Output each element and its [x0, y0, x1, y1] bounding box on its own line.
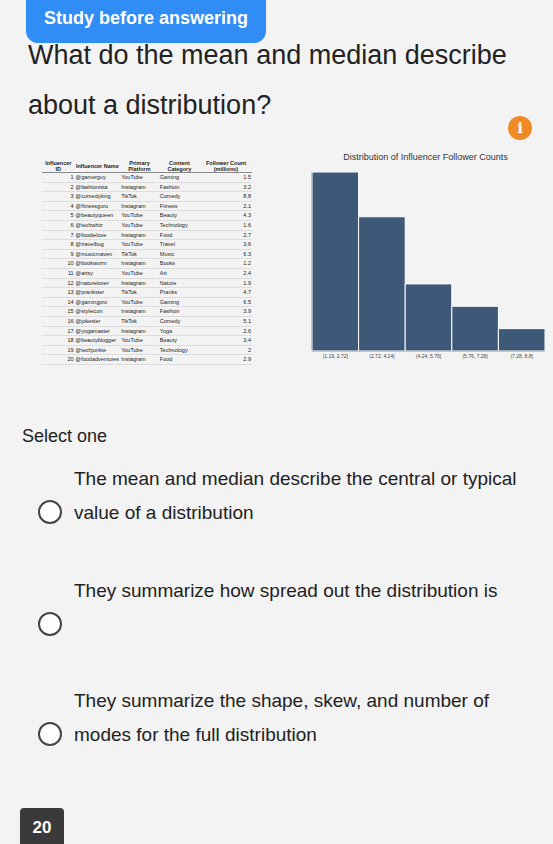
- html-text:Food: Food: [159, 356, 173, 363]
- svg-text:(4.24, 5.76]: (4.24, 5.76]: [416, 353, 442, 359]
- svg-text:(1.19, 2.72]: (1.19, 2.72]: [323, 353, 349, 359]
- html-text:Travel: Travel: [159, 241, 175, 248]
- html-text:Beauty: Beauty: [159, 337, 177, 344]
- html-text:Technology: Technology: [159, 222, 188, 228]
- html-text:6.3: 6.3: [243, 250, 251, 257]
- html-text:Study before answering: Study before answering: [44, 8, 248, 28]
- html-text:4.7: 4.7: [243, 289, 251, 296]
- html-text:Gaming: Gaming: [159, 174, 180, 180]
- html-text:8 @travelbug: 8 @travelbug: [70, 241, 104, 248]
- html-text:2.1: 2.1: [243, 202, 251, 209]
- html-text:12 @naturelover: 12 @naturelover: [67, 279, 109, 286]
- html-text:Food: Food: [159, 231, 173, 238]
- html-text:10 @bookworm: 10 @bookworm: [67, 260, 107, 267]
- html-text:YouTube: YouTube: [121, 174, 143, 180]
- html-text:2: 2: [247, 346, 251, 353]
- html-text:20 @foodadventures Instagram: 20 @foodadventures Instagram: [67, 356, 146, 363]
- html-text:16 @jokester: 16 @jokester: [67, 317, 101, 324]
- html-text:YouTube: YouTube: [121, 337, 143, 344]
- html-text:Comedy: Comedy: [159, 193, 181, 200]
- html-text:TikTok: TikTok: [121, 317, 137, 324]
- html-text:What do the mean and median de: What do the mean and median describe abo…: [28, 40, 507, 120]
- html-text:5 @beautyqueen: 5 @beautyqueen: [70, 212, 113, 219]
- html-text:TikTok: TikTok: [121, 193, 137, 200]
- svg-text:Distribution of Influencer Fol: Distribution of Influencer Follower Coun…: [343, 152, 508, 162]
- html-text:4 @fitnessguru: 4 @fitnessguru: [70, 202, 109, 209]
- html-text:Content Category: Content Category: [167, 160, 192, 172]
- html-text:1.9: 1.9: [243, 279, 251, 286]
- html-text:Yoga: Yoga: [159, 327, 173, 334]
- html-text:Influencer ID: Influencer ID: [45, 160, 72, 172]
- html-text:6.5: 6.5: [243, 298, 251, 305]
- html-text:1.5: 1.5: [243, 174, 251, 180]
- html-text:Pranks: Pranks: [159, 289, 177, 296]
- html-text:2.9: 2.9: [243, 356, 251, 363]
- html-text:Instagram: Instagram: [121, 308, 146, 315]
- html-text:1.6: 1.6: [243, 222, 251, 228]
- html-text:Gaming: Gaming: [159, 298, 180, 305]
- html-text:Instagram: Instagram: [121, 260, 146, 267]
- svg-text:(5.76, 7.28]: (5.76, 7.28]: [462, 353, 488, 359]
- html-text:19 @techjunkie: 19 @techjunkie: [67, 346, 106, 353]
- html-text:2.6: 2.6: [243, 327, 251, 334]
- html-text:Fashion: Fashion: [159, 183, 180, 190]
- html-text:14 @gamingpro: 14 @gamingpro: [67, 298, 108, 305]
- html-text:TikTok: TikTok: [121, 250, 137, 257]
- html-text:Nature: Nature: [159, 279, 177, 286]
- html-text:YouTube: YouTube: [121, 212, 143, 219]
- html-text:3 @comedyking: 3 @comedyking: [70, 193, 111, 200]
- svg-text:(7.28, 8.8]: (7.28, 8.8]: [510, 353, 533, 359]
- html-text:Fashion: Fashion: [159, 308, 180, 315]
- html-text:2.7: 2.7: [243, 231, 251, 238]
- html-text:2.4: 2.4: [243, 269, 251, 276]
- html-text:Select one: Select one: [22, 426, 108, 446]
- html-text:YouTube: YouTube: [121, 269, 143, 276]
- html-text:2 @fashionista: 2 @fashionista: [70, 183, 108, 190]
- html-text:Comedy: Comedy: [159, 317, 181, 324]
- svg-text:(2.72, 4.24]: (2.72, 4.24]: [369, 353, 395, 359]
- html-text:3.4: 3.4: [243, 337, 251, 344]
- html-text:9 @musicmaven: 9 @musicmaven: [70, 250, 113, 257]
- html-text:Instagram: Instagram: [121, 202, 146, 209]
- html-text:Influencer Name: Influencer Name: [76, 163, 119, 169]
- html-text:Instagram: Instagram: [121, 327, 146, 334]
- html-text:YouTube: YouTube: [121, 298, 143, 305]
- html-text:Fitness: Fitness: [159, 202, 178, 209]
- html-text:YouTube: YouTube: [121, 222, 143, 228]
- html-text:TikTok: TikTok: [121, 289, 137, 296]
- html-text:3.2: 3.2: [243, 183, 251, 190]
- html-text:YouTube: YouTube: [121, 346, 143, 353]
- html-text:Technology: Technology: [159, 346, 188, 353]
- html-text:5.1: 5.1: [243, 317, 251, 324]
- html-text:13 @prankster: 13 @prankster: [67, 289, 105, 296]
- html-text:Instagram: Instagram: [121, 231, 146, 238]
- html-text:Primary Platform: Primary Platform: [128, 160, 151, 172]
- html-text:Books: Books: [159, 260, 176, 267]
- html-text:Beauty: Beauty: [159, 212, 177, 219]
- html-text:20: 20: [32, 818, 52, 837]
- html-text:6 @techwhiz: 6 @techwhiz: [70, 222, 103, 228]
- html-text:15 @styleicon: 15 @styleicon: [67, 308, 103, 315]
- html-text:Follower Count (millions): Follower Count (millions): [206, 160, 246, 172]
- html-text:They summarize the shape, skew: They summarize the shape, skew, and numb…: [74, 690, 489, 745]
- html-text:The mean and median describe t: The mean and median describe the central…: [74, 468, 517, 523]
- html-text:3.6: 3.6: [243, 241, 251, 248]
- html-text:1.2: 1.2: [243, 260, 251, 267]
- html-text:Music: Music: [159, 250, 175, 257]
- html-text:They summarize how spread out: They summarize how spread out the distri…: [74, 580, 498, 601]
- html-text:Instagram: Instagram: [121, 279, 146, 286]
- html-text:i: i: [517, 119, 523, 137]
- html-text:Art: Art: [159, 269, 167, 276]
- html-text:4.3: 4.3: [243, 212, 251, 219]
- html-text:1 @gamerguy: 1 @gamerguy: [70, 174, 106, 180]
- html-text:7 @foodielove: 7 @foodielove: [70, 231, 107, 238]
- html-text:3.9: 3.9: [243, 308, 251, 315]
- html-text:Instagram: Instagram: [121, 183, 146, 190]
- html-text:11 @artsy: 11 @artsy: [67, 269, 94, 276]
- html-text:8.8: 8.8: [243, 193, 251, 200]
- html-text:YouTube: YouTube: [121, 241, 143, 248]
- html-text:17 @yogamaster: 17 @yogamaster: [67, 327, 110, 334]
- html-text:18 @beautyblogger: 18 @beautyblogger: [67, 337, 117, 344]
